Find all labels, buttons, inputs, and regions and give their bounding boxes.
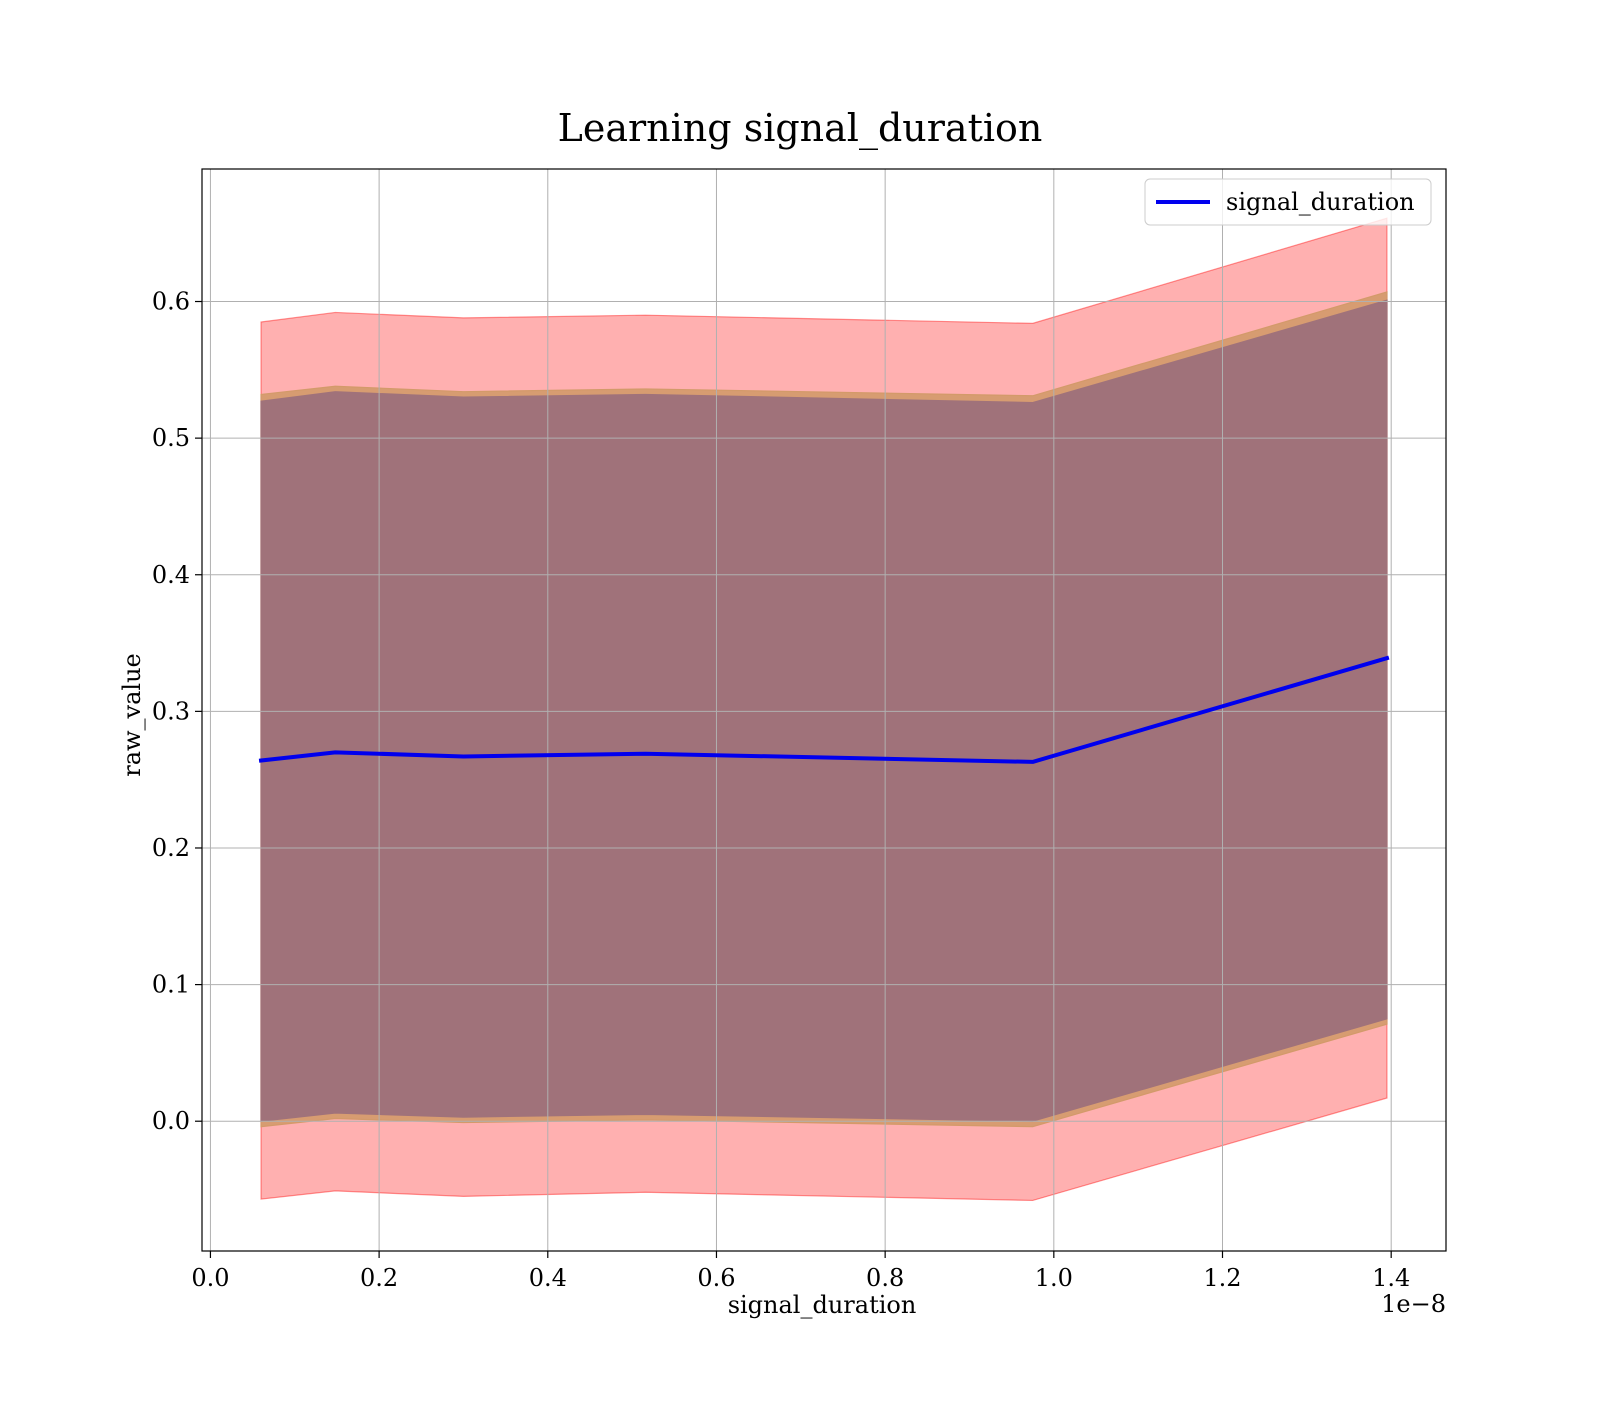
x-tick-label: 1.2 bbox=[1203, 1264, 1241, 1292]
plot-frame bbox=[201, 168, 1447, 1252]
legend-box bbox=[1144, 178, 1432, 226]
x-axis-label: signal_duration bbox=[728, 1291, 917, 1319]
x-tick-label: 1.4 bbox=[1372, 1264, 1410, 1292]
x-axis-offset-label: 1e−8 bbox=[1381, 1290, 1446, 1318]
x-tick-label: 0.4 bbox=[529, 1264, 567, 1292]
series-layer bbox=[258, 655, 1390, 764]
y-tick-label: 0.3 bbox=[152, 697, 190, 725]
x-tick-label: 0.0 bbox=[191, 1264, 229, 1292]
y-tick-label: 0.0 bbox=[152, 1107, 190, 1135]
band-inner bbox=[260, 299, 1388, 1122]
x-tick-label: 0.6 bbox=[697, 1264, 735, 1292]
y-tick-label: 0.4 bbox=[152, 561, 190, 589]
x-tick-label: 0.2 bbox=[360, 1264, 398, 1292]
axes-layer: 0.0 0.2 0.4 0.6 0.8 1.0 1.2 1.4 0.0 0.1 0.2 0.3 0.4 0… bbox=[152, 168, 1447, 1292]
y-tick-label: 0.2 bbox=[152, 834, 190, 862]
y-tick-label: 0.1 bbox=[152, 971, 190, 999]
y-tick-label: 0.6 bbox=[152, 288, 190, 316]
legend-entry-signal-duration: signal_duration bbox=[1226, 188, 1415, 216]
x-tick-label: 0.8 bbox=[866, 1264, 904, 1292]
legend: signal_duration bbox=[1144, 178, 1432, 226]
x-tick-label: 1.0 bbox=[1035, 1264, 1073, 1292]
series-line-signal-duration bbox=[258, 655, 1390, 764]
chart-title: Learning signal_duration bbox=[558, 106, 1043, 151]
y-axis-label: raw_value bbox=[118, 653, 146, 777]
band-layer bbox=[260, 217, 1388, 1202]
y-tick-label: 0.5 bbox=[152, 424, 190, 452]
grid-layer bbox=[202, 169, 1446, 1251]
